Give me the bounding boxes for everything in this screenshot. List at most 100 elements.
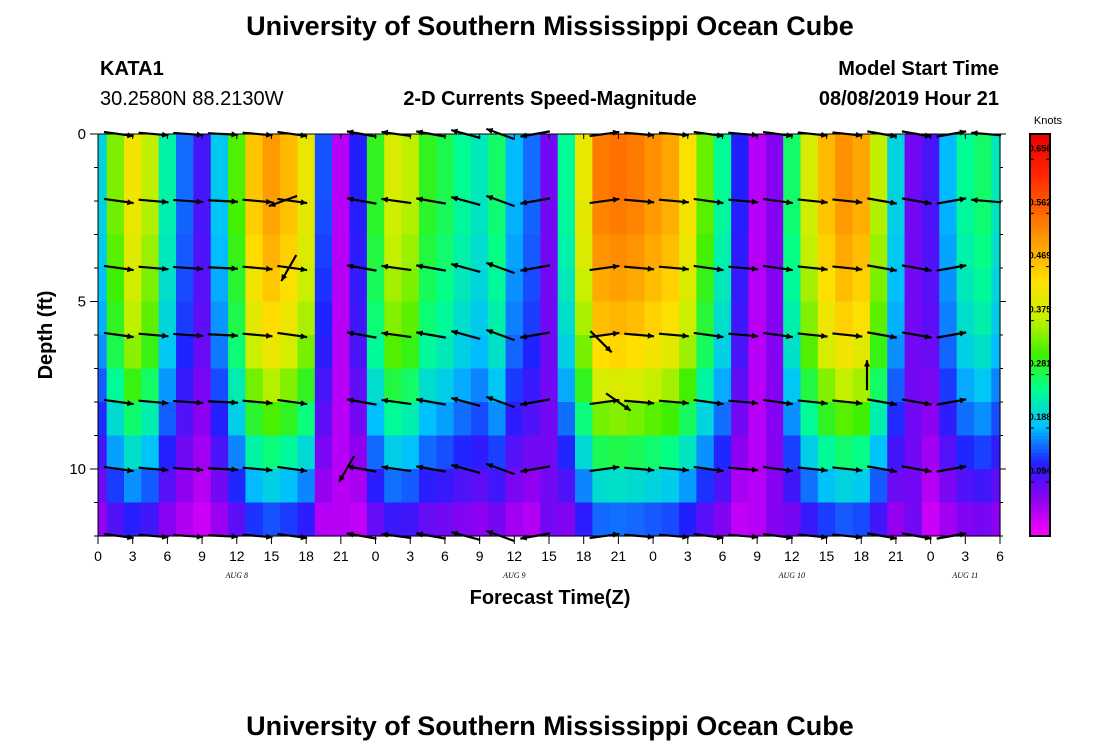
heat-cell: [505, 167, 524, 202]
heat-cell: [401, 502, 420, 537]
heat-cell: [540, 301, 559, 336]
heat-cell: [783, 368, 802, 403]
heat-cell: [158, 469, 177, 504]
vector-head: [127, 333, 134, 340]
heat-cell: [627, 435, 646, 470]
heat-cell: [921, 268, 940, 303]
heat-cell: [453, 134, 472, 169]
vector-head: [520, 266, 528, 273]
colorbar-swatch: [1030, 425, 1050, 430]
colorbar-swatch: [1030, 301, 1050, 306]
heat-cell: [679, 435, 698, 470]
heat-cell: [262, 167, 281, 202]
colorbar-swatch: [1030, 140, 1050, 145]
heat-cell: [176, 402, 195, 437]
heat-cell: [297, 402, 316, 437]
current-vector: [520, 465, 551, 474]
heat-cell: [106, 502, 125, 537]
heat-cell: [280, 301, 299, 336]
vector-head: [716, 467, 724, 474]
heat-cell: [228, 402, 247, 437]
colorbar-swatch: [1030, 190, 1050, 195]
current-vector: [832, 466, 863, 473]
heat-cell: [939, 301, 958, 336]
colorbar-swatch: [1030, 335, 1050, 339]
vector-head: [716, 199, 724, 206]
heat-cell: [904, 301, 923, 336]
heat-cell: [557, 201, 576, 236]
heat-cell: [991, 301, 1001, 336]
heat-cell: [939, 268, 958, 303]
vector-head: [647, 332, 655, 339]
heat-cell: [800, 234, 819, 269]
heat-cell: [609, 335, 628, 370]
colorbar-swatch: [1030, 331, 1050, 336]
colorbar-swatch: [1030, 314, 1050, 319]
heat-cell: [904, 502, 923, 537]
heat-cell: [141, 201, 160, 236]
heat-cell: [176, 234, 195, 269]
heat-cell: [991, 268, 1001, 303]
heat-cell: [280, 469, 299, 504]
current-vector: [381, 330, 412, 339]
heat-cell: [592, 435, 611, 470]
heat-cell: [349, 301, 368, 336]
heat-cell: [835, 301, 854, 336]
heat-cell: [592, 268, 611, 303]
heat-cell: [956, 335, 975, 370]
heat-cell: [592, 167, 611, 202]
heat-cell: [470, 134, 489, 169]
heat-cell: [228, 335, 247, 370]
heat-cell: [98, 167, 108, 202]
heat-cell: [228, 469, 247, 504]
heat-cell: [280, 368, 299, 403]
current-vector: [728, 332, 759, 339]
vector-head: [855, 399, 863, 406]
heat-cell: [453, 234, 472, 269]
colorbar-swatch: [1030, 264, 1050, 269]
heat-cell: [210, 201, 229, 236]
heat-cell: [973, 234, 992, 269]
current-vector: [658, 198, 689, 205]
heat-cell: [713, 201, 732, 236]
heat-cell: [262, 435, 281, 470]
heat-cell: [314, 335, 333, 370]
heat-cell: [98, 502, 108, 537]
heat-cell: [245, 335, 264, 370]
current-vector: [936, 196, 967, 205]
heat-cell: [713, 502, 732, 537]
heat-cell: [627, 402, 646, 437]
vector-head: [820, 399, 828, 406]
current-vector: [381, 196, 412, 205]
vector-head: [751, 466, 759, 473]
date-label: AUG 11: [951, 571, 978, 580]
heat-cell: [696, 167, 715, 202]
heat-cell: [470, 167, 489, 202]
vector-head: [451, 329, 459, 336]
colorbar-swatch: [1030, 324, 1050, 329]
current-vector: [762, 264, 793, 273]
heat-cell: [592, 234, 611, 269]
colorbar-swatch: [1030, 479, 1050, 483]
vector-head: [265, 332, 273, 339]
heat-cell: [748, 201, 767, 236]
x-tick-label: 15: [819, 548, 835, 564]
current-vector: [867, 197, 898, 206]
heat-cell: [418, 268, 437, 303]
vector-head: [231, 198, 238, 205]
heat-cell: [627, 268, 646, 303]
vector-head: [381, 263, 389, 270]
current-vector: [832, 198, 863, 205]
current-vector: [450, 195, 481, 206]
heat-cell: [817, 402, 836, 437]
current-vector: [346, 397, 377, 406]
heat-cell: [245, 134, 264, 169]
heat-cell: [939, 201, 958, 236]
current-vector: [138, 466, 169, 473]
heat-cell: [106, 134, 125, 169]
heat-cell: [314, 435, 333, 470]
heat-cell: [262, 502, 281, 537]
heat-cell: [314, 368, 333, 403]
heat-cell: [661, 134, 680, 169]
vector-head: [300, 266, 308, 273]
